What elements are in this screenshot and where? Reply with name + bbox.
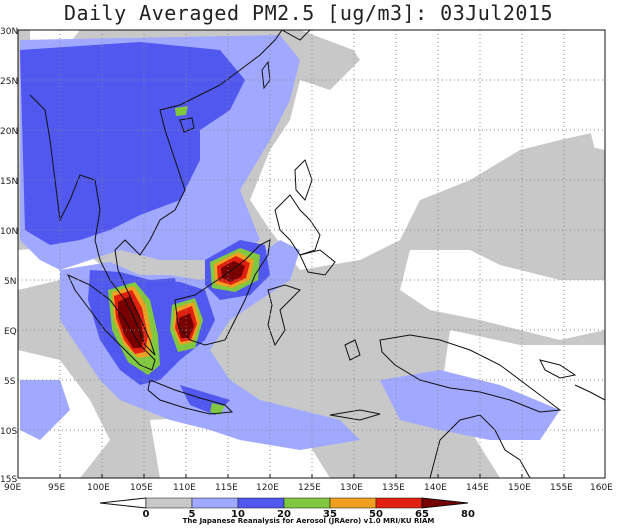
coastline-australia: [429, 414, 531, 478]
lon-label: 135E: [382, 483, 405, 493]
latitude-labels: 30N 25N 20N 15N 10N 5N EQ 5S 10S 15S: [0, 27, 18, 485]
colorbar-level-label: 10: [231, 509, 245, 520]
coastline-sumatra: [66, 273, 156, 371]
colorbar-level-label: 20: [277, 509, 291, 520]
colorbar-arrow-right: [421, 497, 469, 509]
colorbar-level-label: 50: [369, 509, 383, 520]
coastline-new-guinea: [379, 334, 562, 413]
lat-label: 20N: [0, 127, 18, 137]
tick-marks: [17, 474, 606, 478]
lat-label: 5N: [4, 277, 16, 287]
coastline-timor: [329, 409, 381, 421]
lon-label: 120E: [256, 483, 279, 493]
coastline-asia-mainland: [29, 30, 283, 356]
lon-label: 145E: [466, 483, 489, 493]
lon-label: 90E: [4, 483, 21, 493]
lon-label: 140E: [424, 483, 447, 493]
colorbar-segment: [145, 497, 193, 509]
credit-line: The Japanese Reanalysis for Aerosol (JRA…: [182, 517, 435, 525]
lat-label: 10N: [0, 227, 18, 237]
lat-label: EQ: [4, 327, 17, 337]
lon-label: 130E: [340, 483, 363, 493]
dark-red-regions: [118, 261, 245, 348]
lon-label: 100E: [87, 483, 110, 493]
colorbar-segment: [283, 497, 331, 509]
colorbar: 0 5 10 20 35 50 65 80: [99, 497, 475, 520]
longitude-labels: 90E 95E 100E 105E 110E 115E 120E 125E 13…: [4, 483, 613, 493]
coastline-china-north: [281, 30, 311, 41]
lon-label: 160E: [590, 483, 613, 493]
lat-label: 5S: [4, 377, 16, 387]
colorbar-segment: [329, 497, 377, 509]
lon-label: 110E: [173, 483, 196, 493]
coastline-philippines: [274, 194, 321, 256]
lon-label: 155E: [550, 483, 573, 493]
lat-label: 25N: [0, 77, 18, 87]
coastline-solomons: [574, 384, 605, 401]
coastline-mindanao: [299, 249, 336, 276]
coastline-maluku: [344, 339, 361, 361]
colorbar-segment: [375, 497, 423, 509]
colorbar-arrow-left: [99, 497, 147, 509]
lat-label: 30N: [0, 27, 18, 37]
coastline-borneo: [174, 239, 271, 346]
lat-label: 10S: [0, 427, 17, 437]
lon-label: 115E: [215, 483, 238, 493]
coastline-hainan: [179, 117, 195, 133]
map-title: Daily Averaged PM2.5 [ug/m3]: 03Jul2015: [63, 1, 554, 25]
colorbar-segment: [191, 497, 239, 509]
colorbar-level-label: 80: [461, 509, 475, 520]
colorbar-level-label: 35: [323, 509, 337, 520]
coastline-new-britain: [539, 359, 577, 379]
coastline-java: [147, 379, 234, 415]
concentration-fields: [18, 30, 605, 478]
colorbar-segment: [237, 497, 285, 509]
colorbar-level-label: 0: [143, 509, 150, 520]
lon-label: 150E: [508, 483, 531, 493]
lon-label: 125E: [298, 483, 321, 493]
colorbar-level-label: 65: [415, 509, 429, 520]
lat-label: 15N: [0, 177, 18, 187]
lon-label: 105E: [130, 483, 153, 493]
graticule: [18, 30, 605, 478]
lon-label: 95E: [48, 483, 65, 493]
coastlines: [29, 30, 605, 478]
coastline-luzon: [294, 159, 313, 201]
colorbar-level-label: 5: [189, 509, 196, 520]
lat-label: 15S: [0, 475, 17, 485]
